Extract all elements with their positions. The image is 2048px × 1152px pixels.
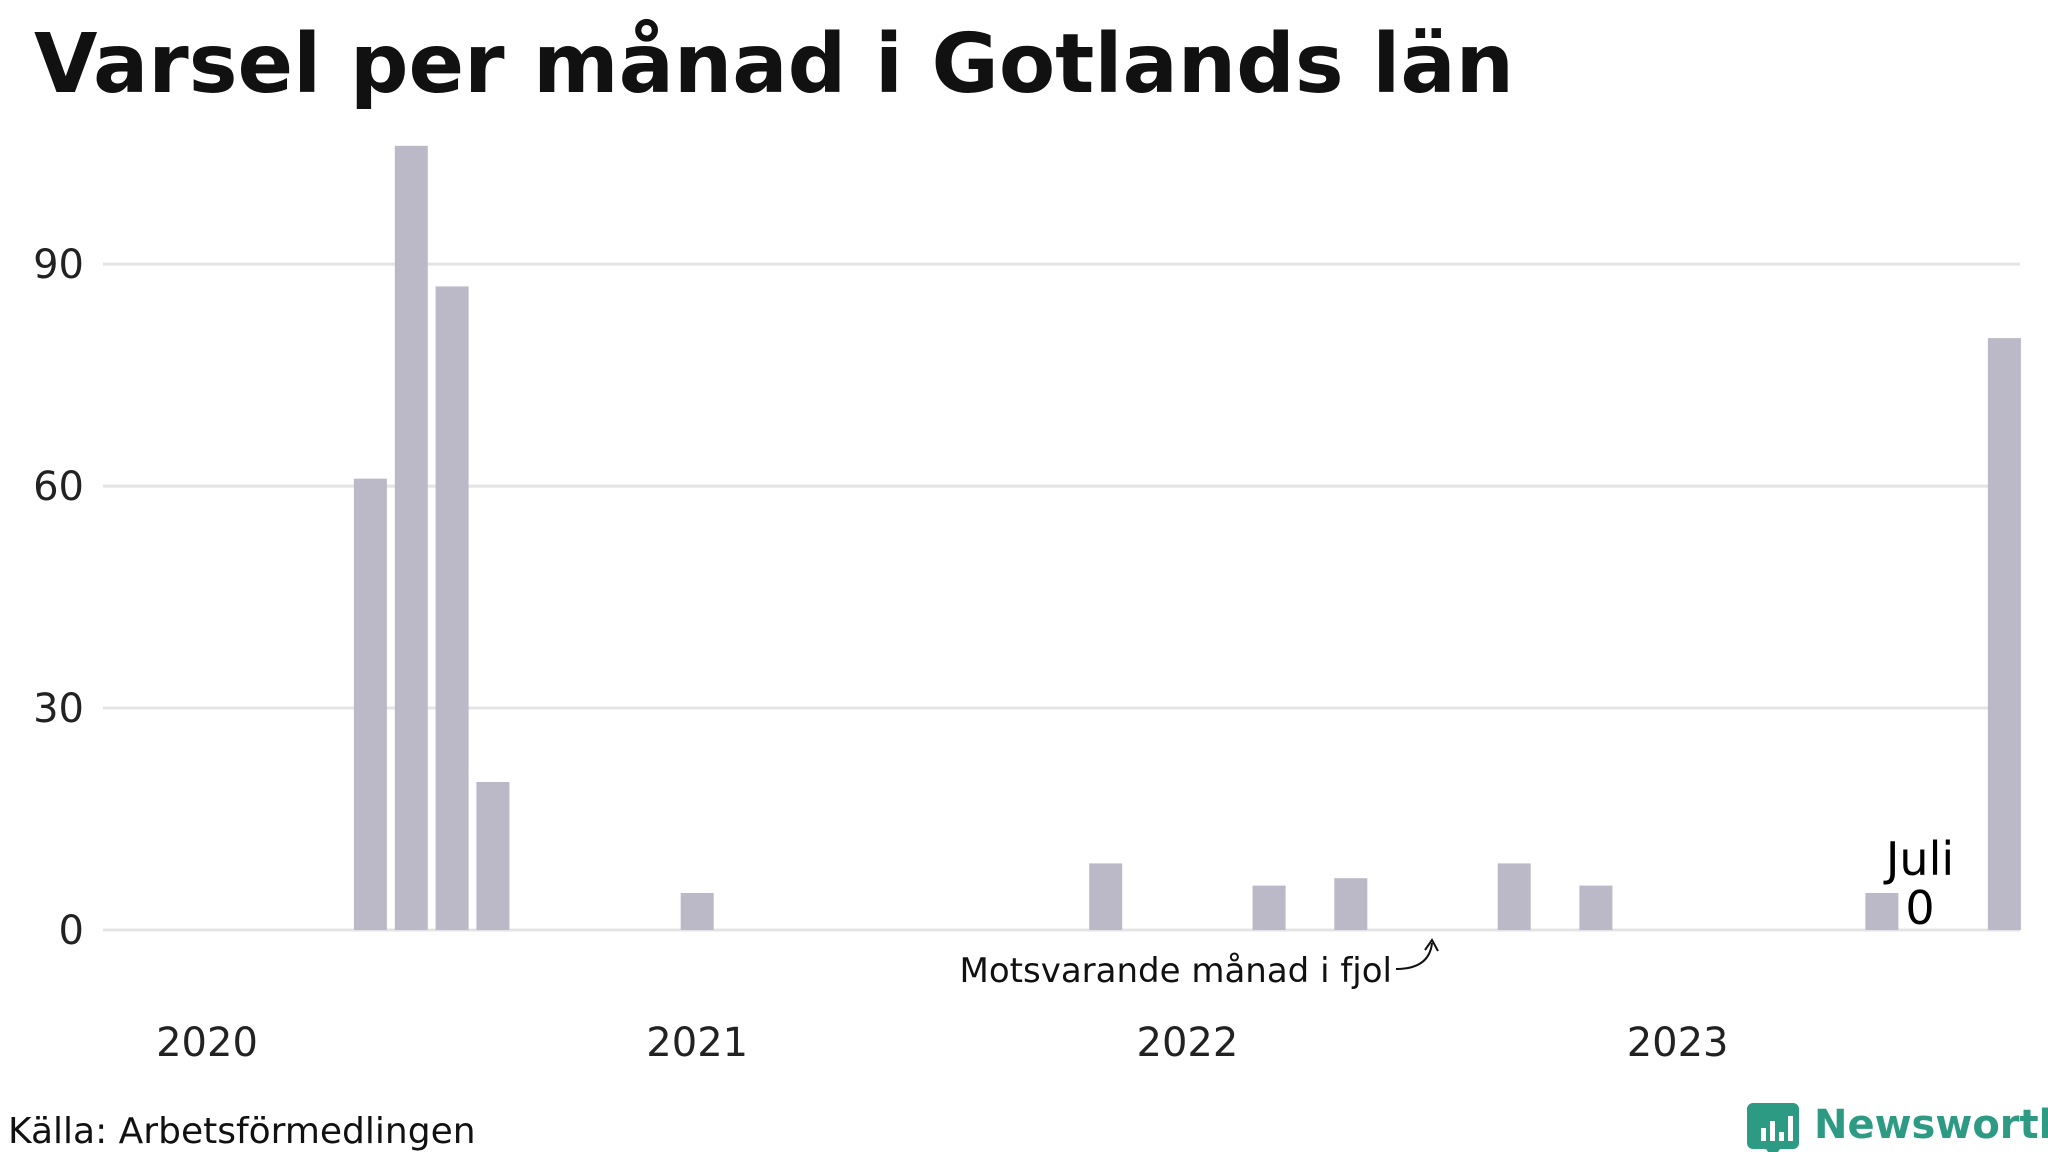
newsworthy-logo: Newsworthy xyxy=(1747,1102,2048,1152)
bar-2020-06 xyxy=(394,145,428,931)
grid xyxy=(103,262,2020,932)
brand-name: Newsworthy xyxy=(1814,1102,2048,1148)
x-axis-ticks: 2020 2021 2022 2023 xyxy=(156,1020,1728,1066)
bar-2023-06 xyxy=(1865,893,1899,930)
bar-2020-08 xyxy=(476,782,510,930)
y-tick-label: 30 xyxy=(33,686,84,732)
x-tick-label: 2021 xyxy=(646,1020,748,1066)
bar-2020-07 xyxy=(435,286,469,930)
y-tick-label: 60 xyxy=(33,464,84,510)
bar-2020-05 xyxy=(353,478,387,930)
source-label: Källa: Arbetsförmedlingen xyxy=(8,1111,476,1152)
bar-2021-01 xyxy=(680,893,714,930)
x-tick-label: 2023 xyxy=(1627,1020,1729,1066)
bars xyxy=(353,145,2021,931)
bar-undefined xyxy=(1987,338,2021,931)
x-tick-label: 2020 xyxy=(156,1020,258,1066)
x-tick-label: 2022 xyxy=(1137,1020,1239,1066)
bar-2021-11 xyxy=(1089,863,1123,930)
same-month-last-year-arrow xyxy=(1395,942,1433,970)
bar-2022-09 xyxy=(1497,863,1531,930)
y-axis-ticks: 0 30 60 90 xyxy=(33,242,84,954)
same-month-last-year-label: Motsvarande månad i fjol xyxy=(960,951,1392,991)
y-tick-label: 0 xyxy=(59,908,84,954)
y-tick-label: 90 xyxy=(33,242,84,288)
same-month-last-year-arrowhead xyxy=(1424,938,1439,952)
bar-2022-05 xyxy=(1334,878,1368,930)
bar-2022-03 xyxy=(1252,885,1286,930)
bar-2022-11 xyxy=(1579,885,1613,930)
chart-title: Varsel per månad i Gotlands län xyxy=(34,17,1514,112)
last-month-label: Juli xyxy=(1883,832,1954,886)
last-value-label: 0 xyxy=(1905,881,1934,935)
